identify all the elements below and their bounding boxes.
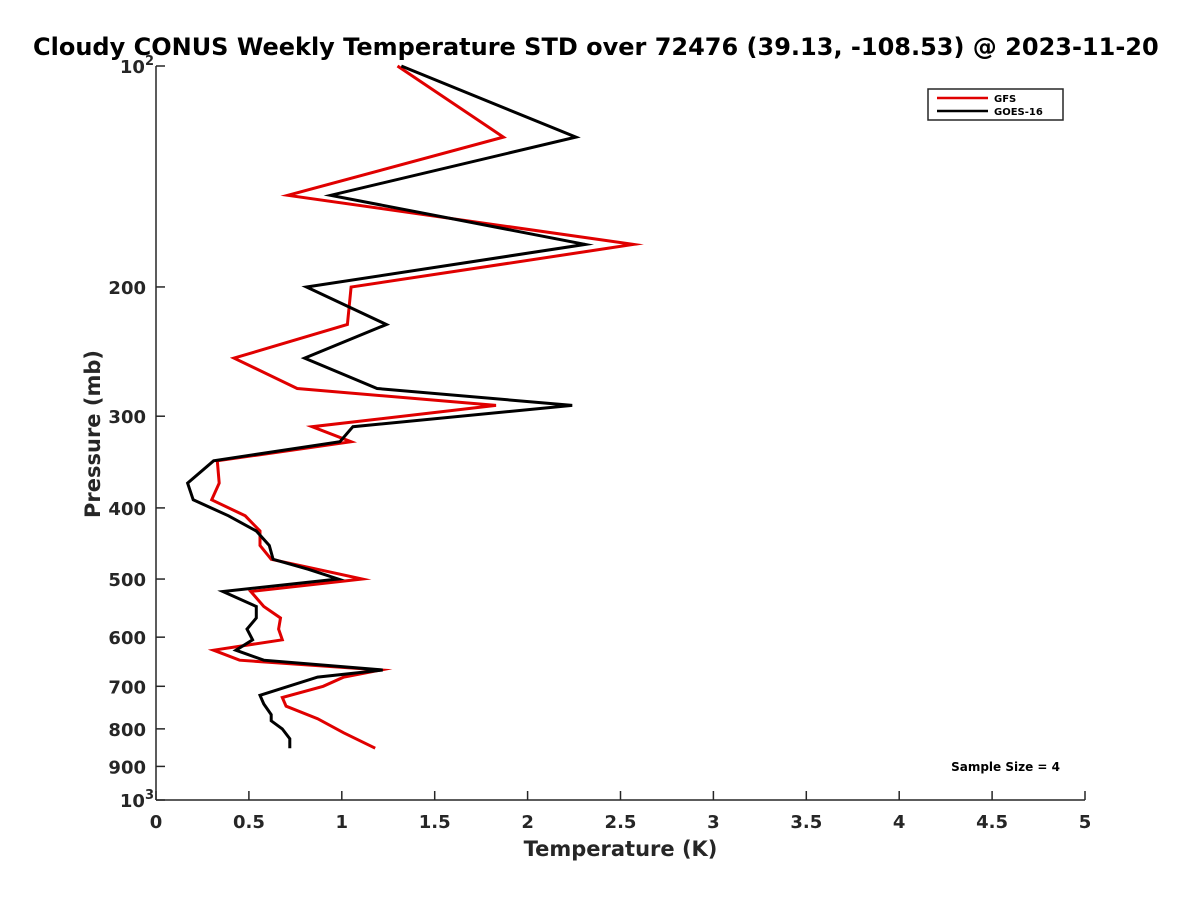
x-tick-label: 4 — [893, 812, 906, 833]
x-tick-label: 1 — [336, 812, 349, 833]
x-tick-label: 1.5 — [419, 812, 451, 833]
x-tick-label: 3 — [707, 812, 720, 833]
legend-label: GFS — [994, 94, 1016, 105]
y-tick-label: 102 — [120, 54, 154, 78]
y-tick-label: 103 — [120, 788, 154, 812]
x-tick-label: 3.5 — [790, 812, 822, 833]
chart-title: Cloudy CONUS Weekly Temperature STD over… — [33, 33, 1159, 61]
y-tick-label: 200 — [108, 278, 146, 299]
x-tick-label: 5 — [1079, 812, 1092, 833]
x-tick-label: 0.5 — [233, 812, 265, 833]
y-tick-label: 400 — [108, 499, 146, 520]
legend-box — [927, 88, 1064, 121]
x-tick-label: 2 — [521, 812, 534, 833]
x-tick-label: 4.5 — [976, 812, 1008, 833]
sample-size-annotation: Sample Size = 4 — [951, 760, 1060, 774]
series-line-gfs — [207, 64, 644, 750]
x-axis-ticks: 0 0.5 1 1.5 2 2.5 3 3.5 4 4.5 5 — [150, 791, 1092, 833]
y-axis-label: Pressure (mb) — [81, 350, 105, 518]
y-tick-label: 600 — [108, 628, 146, 649]
y-tick-label: 700 — [108, 677, 146, 698]
series-line-goes-16 — [185, 64, 595, 749]
x-tick-label: 0 — [150, 812, 163, 833]
y-tick-label: 800 — [108, 720, 146, 741]
y-tick-label: 900 — [108, 757, 146, 778]
series-lines — [185, 64, 644, 750]
y-axis-ticks: 102 200 300 400 500 600 700 800 900 103 — [108, 54, 165, 812]
legend-label: GOES-16 — [994, 107, 1043, 118]
y-tick-label: 500 — [108, 570, 146, 591]
chart-legend: GFS GOES-16 — [927, 88, 1064, 121]
y-tick-label: 300 — [108, 407, 146, 428]
x-axis-label: Temperature (K) — [524, 837, 718, 861]
x-tick-label: 2.5 — [605, 812, 637, 833]
